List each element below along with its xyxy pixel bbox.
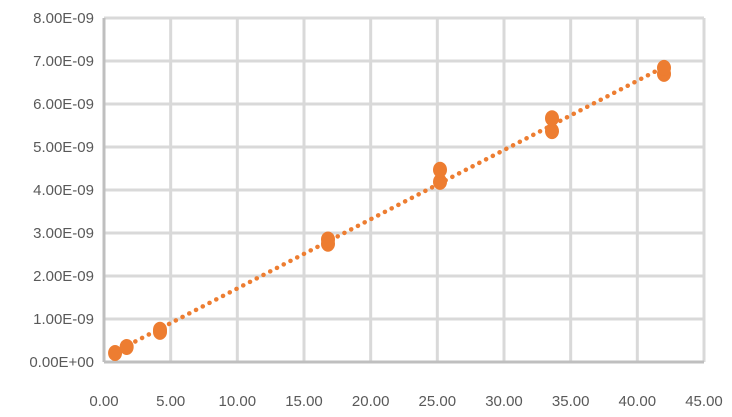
data-points <box>108 59 671 361</box>
y-tick-label: 4.00E-09 <box>33 182 94 199</box>
y-tick-label: 7.00E-09 <box>33 53 94 70</box>
data-point <box>433 173 447 190</box>
y-tick-label: 1.00E-09 <box>33 311 94 328</box>
x-tick-label: 35.00 <box>552 393 590 410</box>
data-point <box>153 321 167 338</box>
y-tick-label: 3.00E-09 <box>33 225 94 242</box>
data-point <box>433 161 447 178</box>
x-axis-tick-labels: 0.00 5.00 10.00 15.00 20.00 25.00 30.00 35.00 40… <box>89 393 722 410</box>
data-point <box>657 59 671 76</box>
data-point <box>545 110 559 127</box>
data-point <box>108 344 123 361</box>
y-tick-label: 8.00E-09 <box>33 10 94 27</box>
y-axis-tick-labels: 0.00E+00 1.00E-09 2.00E-09 3.00E-09 4.00E-09… <box>29 10 94 371</box>
y-tick-label: 6.00E-09 <box>33 96 94 113</box>
y-tick-label: 0.00E+00 <box>29 354 94 371</box>
x-tick-label: 5.00 <box>156 393 185 410</box>
data-point <box>119 338 134 355</box>
x-tick-label: 15.00 <box>285 393 323 410</box>
x-tick-label: 20.00 <box>352 393 390 410</box>
trendline-path <box>112 64 667 355</box>
x-tick-label: 0.00 <box>89 393 118 410</box>
data-point <box>545 123 559 140</box>
x-tick-label: 25.00 <box>419 393 457 410</box>
x-tick-label: 40.00 <box>619 393 657 410</box>
x-tick-label: 30.00 <box>485 393 523 410</box>
trendline <box>112 64 667 355</box>
y-tick-label: 5.00E-09 <box>33 139 94 156</box>
x-tick-label: 10.00 <box>219 393 257 410</box>
data-point <box>321 231 335 248</box>
y-tick-label: 2.00E-09 <box>33 268 94 285</box>
x-tick-label: 45.00 <box>685 393 723 410</box>
gridlines <box>102 16 706 364</box>
